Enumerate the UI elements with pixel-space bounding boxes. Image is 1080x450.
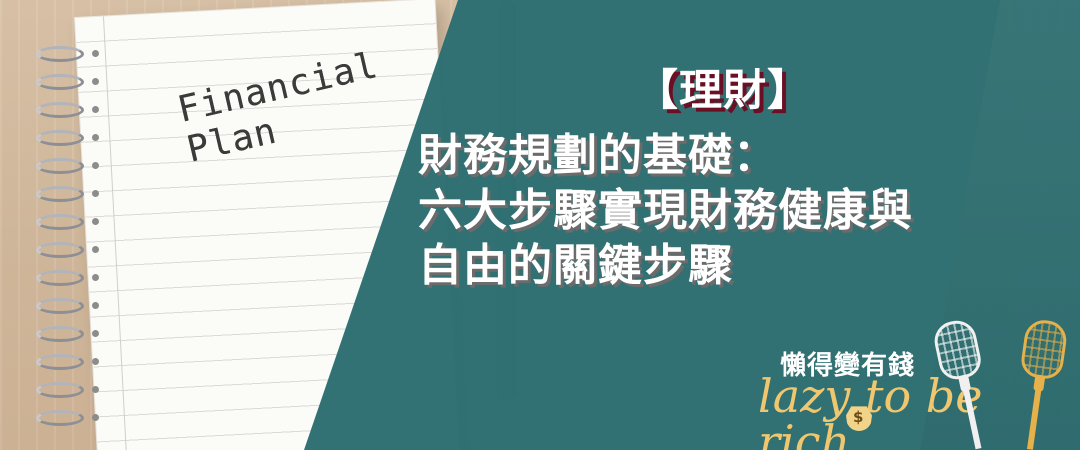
spiral-ring (36, 298, 99, 316)
spiral-ring (36, 130, 99, 148)
brand-logo: 懶得變有錢 lazy to be rich (758, 345, 1058, 450)
spiral-ring (36, 410, 99, 428)
microphone-head (1019, 317, 1069, 381)
main-headline: 財務規劃的基礎： 六大步驟實現財務健康與 自由的關鍵步驟 (418, 130, 913, 291)
spiral-ring (36, 214, 99, 232)
spiral-ring (36, 382, 99, 400)
brand-english-name: lazy to be rich (758, 369, 983, 450)
spiral-ring (36, 186, 99, 204)
microphone-stand (1026, 387, 1042, 450)
spiral-ring (36, 354, 99, 372)
microphone-head (930, 317, 985, 383)
category-tag: 【理財】 (635, 66, 811, 116)
spiral-ring (36, 46, 99, 64)
spiral-ring (36, 158, 99, 176)
spiral-ring (36, 102, 99, 120)
notebook-spiral-binding (36, 46, 116, 450)
microphone-stand (962, 387, 982, 450)
spiral-ring (36, 326, 99, 344)
spiral-ring (36, 74, 99, 92)
spiral-ring (36, 270, 99, 288)
brand-chinese-name: 懶得變有錢 (780, 351, 916, 381)
money-bag-icon (846, 406, 872, 431)
spiral-ring (36, 242, 99, 260)
